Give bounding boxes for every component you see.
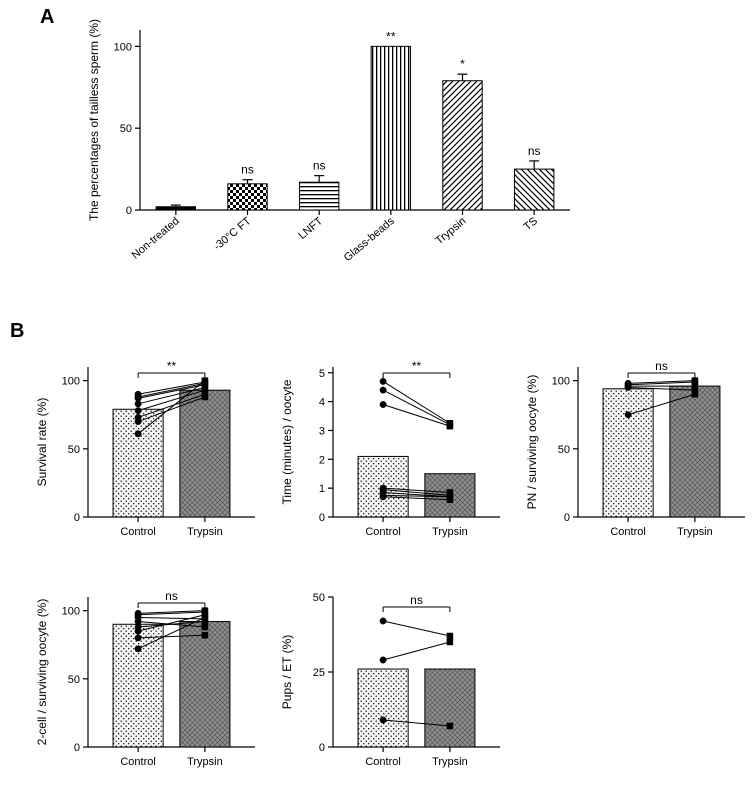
svg-text:ns: ns	[313, 159, 326, 173]
panel-b-chart-time: 0 1 2 3 4 5 Time (minutes) / oocyte Control Tryp…	[275, 345, 510, 555]
svg-text:Trypsin: Trypsin	[187, 756, 223, 768]
bar-control	[358, 669, 408, 747]
svg-text:4: 4	[319, 397, 325, 409]
bar-control	[113, 624, 163, 747]
svg-text:ns: ns	[655, 359, 668, 373]
svg-text:0: 0	[74, 512, 80, 524]
bar-control	[113, 409, 163, 517]
svg-text:2: 2	[319, 454, 325, 466]
svg-text:0: 0	[319, 742, 325, 754]
panel-a-chart: 0 50 100 The percentages of tailless sperm …	[80, 10, 580, 300]
svg-text:0: 0	[319, 512, 325, 524]
svg-text:Control: Control	[610, 526, 645, 538]
svg-text:Trypsin: Trypsin	[432, 526, 468, 538]
bar	[514, 169, 553, 210]
svg-text:0: 0	[126, 205, 132, 217]
svg-text:5: 5	[319, 368, 325, 380]
svg-text:25: 25	[313, 667, 325, 679]
svg-text:Trypsin: Trypsin	[433, 215, 468, 247]
svg-text:50: 50	[313, 592, 325, 604]
svg-text:Survival rate (%): Survival rate (%)	[35, 398, 49, 487]
bar-control	[603, 389, 653, 517]
svg-text:2-cell / surviving oocyte (%): 2-cell / surviving oocyte (%)	[35, 599, 49, 746]
svg-text:50: 50	[68, 444, 80, 456]
svg-text:**: **	[386, 29, 396, 43]
svg-text:*: *	[460, 57, 465, 71]
svg-text:Control: Control	[120, 756, 155, 768]
svg-text:Time (minutes) / oocyte: Time (minutes) / oocyte	[280, 379, 294, 504]
svg-text:ns: ns	[410, 593, 423, 607]
svg-text:3: 3	[319, 425, 325, 437]
panel-b-chart-survival: 0 50 100 Survival rate (%) Control Trypsin **	[30, 345, 265, 555]
svg-text:The percentages of tailless sp: The percentages of tailless sperm (%)	[87, 19, 101, 221]
svg-text:LNFT: LNFT	[296, 215, 325, 242]
svg-text:0: 0	[74, 742, 80, 754]
svg-text:**: **	[412, 359, 422, 373]
panel-b-chart-pn: 0 50 100 PN / surviving oocyte (%) Control Tr…	[520, 345, 755, 555]
svg-text:Non-treated: Non-treated	[130, 215, 182, 262]
svg-text:Control: Control	[365, 526, 400, 538]
panel-a-label: A	[40, 6, 54, 29]
svg-text:Trypsin: Trypsin	[432, 756, 468, 768]
svg-text:50: 50	[68, 674, 80, 686]
svg-text:0: 0	[564, 512, 570, 524]
bar	[228, 184, 267, 210]
svg-text:100: 100	[62, 376, 80, 388]
bar-trypsin	[180, 622, 230, 747]
svg-text:Pups / ET (%): Pups / ET (%)	[280, 635, 294, 709]
svg-text:PN / surviving oocyte (%): PN / surviving oocyte (%)	[525, 375, 539, 510]
svg-text:Trypsin: Trypsin	[677, 526, 713, 538]
svg-text:100: 100	[62, 606, 80, 618]
bar-trypsin	[180, 390, 230, 517]
bar	[156, 207, 195, 210]
bar-trypsin	[670, 386, 720, 517]
svg-text:**: **	[167, 359, 177, 373]
svg-text:100: 100	[552, 376, 570, 388]
bar	[299, 182, 338, 210]
bar-trypsin	[425, 669, 475, 747]
svg-text:TS: TS	[522, 215, 540, 233]
bar	[443, 81, 482, 210]
panel-b-label: B	[10, 320, 24, 343]
svg-text:1: 1	[319, 483, 325, 495]
svg-text:-30°C FT: -30°C FT	[211, 215, 253, 253]
svg-text:50: 50	[120, 123, 132, 135]
svg-text:Control: Control	[120, 526, 155, 538]
svg-text:Glass-beads: Glass-beads	[342, 215, 397, 264]
svg-text:ns: ns	[165, 589, 178, 603]
panel-b-chart-twocell: 0 50 100 2-cell / surviving oocyte (%) Contr…	[30, 575, 265, 785]
svg-text:ns: ns	[528, 144, 541, 158]
svg-text:50: 50	[558, 444, 570, 456]
panel-b-chart-pups: 0 25 50 Pups / ET (%) Control Trypsin ns	[275, 575, 510, 785]
bar	[371, 46, 410, 210]
svg-text:Trypsin: Trypsin	[187, 526, 223, 538]
svg-text:100: 100	[114, 41, 132, 53]
svg-text:Control: Control	[365, 756, 400, 768]
svg-text:ns: ns	[241, 163, 254, 177]
figure-root: A	[0, 0, 756, 803]
